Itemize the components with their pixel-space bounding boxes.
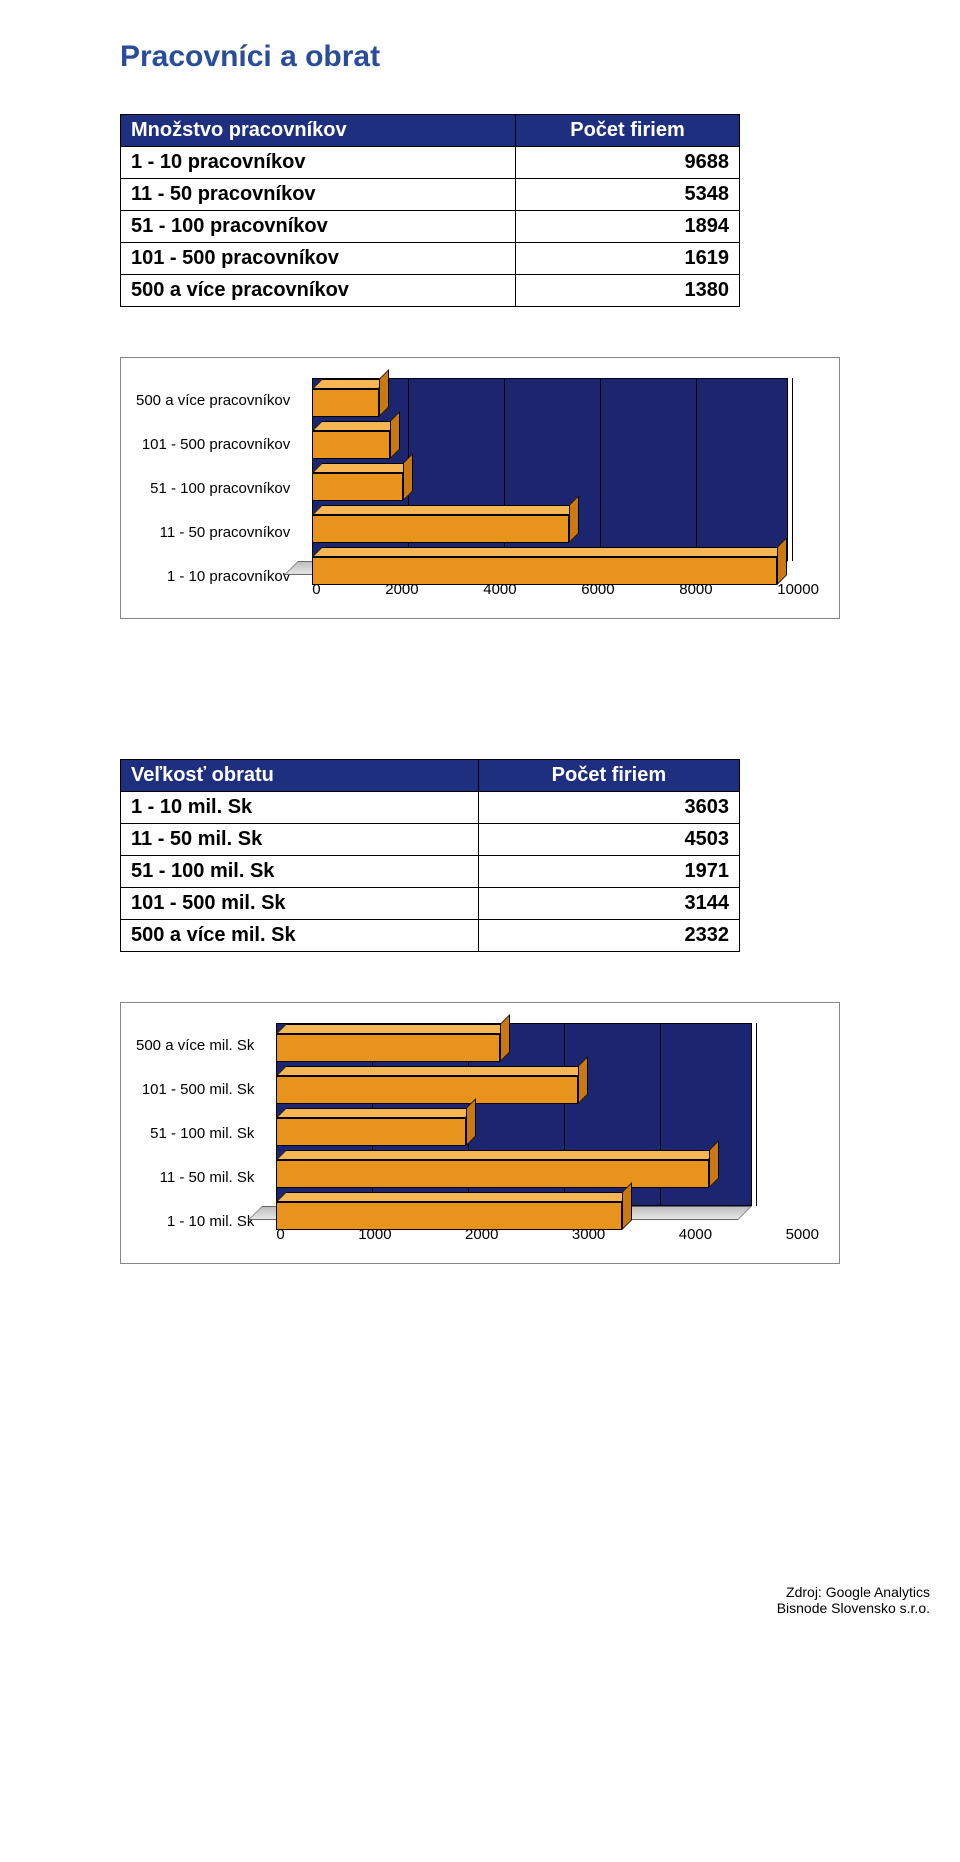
- th-emp-1: Množstvo pracovníkov: [121, 115, 516, 147]
- y-label: 500 a více mil. Sk: [136, 1023, 254, 1067]
- cell: 1 - 10 pracovníkov: [121, 147, 516, 179]
- bar: [312, 557, 777, 585]
- cell: 1380: [516, 275, 740, 307]
- cell: 2332: [478, 920, 739, 952]
- x-tick: 10000: [777, 581, 819, 598]
- cell: 5348: [516, 179, 740, 211]
- table-row: 11 - 50 pracovníkov5348: [121, 179, 740, 211]
- cell: 3144: [478, 888, 739, 920]
- cell: 3603: [478, 792, 739, 824]
- table-row: 51 - 100 mil. Sk1971: [121, 856, 740, 888]
- y-label: 1 - 10 mil. Sk: [136, 1199, 254, 1243]
- y-label: 500 a více pracovníkov: [136, 378, 290, 422]
- cell: 101 - 500 mil. Sk: [121, 888, 479, 920]
- table-row: 101 - 500 mil. Sk3144: [121, 888, 740, 920]
- section-employees: Množstvo pracovníkov Počet firiem 1 - 10…: [120, 114, 840, 619]
- cell: 4503: [478, 824, 739, 856]
- cell: 1894: [516, 211, 740, 243]
- bar: [276, 1076, 578, 1104]
- cell: 51 - 100 mil. Sk: [121, 856, 479, 888]
- table-row: 500 a více mil. Sk2332: [121, 920, 740, 952]
- y-label: 101 - 500 pracovníkov: [136, 422, 290, 466]
- th-turn-1: Veľkosť obratu: [121, 760, 479, 792]
- bar: [276, 1034, 500, 1062]
- table-turnover: Veľkosť obratu Počet firiem 1 - 10 mil. …: [120, 759, 740, 952]
- bar: [276, 1160, 708, 1188]
- y-label: 101 - 500 mil. Sk: [136, 1067, 254, 1111]
- y-label: 1 - 10 pracovníkov: [136, 554, 290, 598]
- table-row: 1 - 10 mil. Sk3603: [121, 792, 740, 824]
- footer-line: Zdroj: Google Analytics: [0, 1584, 930, 1600]
- table-row: 1 - 10 pracovníkov9688: [121, 147, 740, 179]
- footer-line: Bisnode Slovensko s.r.o.: [0, 1600, 930, 1616]
- y-axis-labels: 500 a více pracovníkov 101 - 500 pracovn…: [136, 378, 298, 598]
- table-row: 101 - 500 pracovníkov1619: [121, 243, 740, 275]
- x-tick: 5000: [786, 1226, 819, 1243]
- y-label: 51 - 100 pracovníkov: [136, 466, 290, 510]
- cell: 500 a více pracovníkov: [121, 275, 516, 307]
- bar: [312, 515, 569, 543]
- cell: 1619: [516, 243, 740, 275]
- page-title: Pracovníci a obrat: [120, 40, 840, 74]
- plot-area: [298, 378, 788, 575]
- cell: 1971: [478, 856, 739, 888]
- cell: 11 - 50 pracovníkov: [121, 179, 516, 211]
- cell: 500 a více mil. Sk: [121, 920, 479, 952]
- bar: [312, 431, 390, 459]
- chart-turnover: 500 a více mil. Sk 101 - 500 mil. Sk 51 …: [120, 1002, 840, 1264]
- bar: [312, 389, 378, 417]
- section-turnover: Veľkosť obratu Počet firiem 1 - 10 mil. …: [120, 759, 840, 1264]
- table-row: 51 - 100 pracovníkov1894: [121, 211, 740, 243]
- x-tick: 4000: [679, 1226, 712, 1243]
- cell: 1 - 10 mil. Sk: [121, 792, 479, 824]
- table-row: 500 a více pracovníkov1380: [121, 275, 740, 307]
- th-turn-2: Počet firiem: [478, 760, 739, 792]
- bar: [312, 473, 403, 501]
- table-employees: Množstvo pracovníkov Počet firiem 1 - 10…: [120, 114, 740, 307]
- cell: 51 - 100 pracovníkov: [121, 211, 516, 243]
- chart-employees: 500 a více pracovníkov 101 - 500 pracovn…: [120, 357, 840, 619]
- bar: [276, 1202, 622, 1230]
- y-axis-labels: 500 a více mil. Sk 101 - 500 mil. Sk 51 …: [136, 1023, 262, 1243]
- footer: Zdroj: Google Analytics Bisnode Slovensk…: [0, 1584, 960, 1616]
- y-label: 51 - 100 mil. Sk: [136, 1111, 254, 1155]
- bar: [276, 1118, 465, 1146]
- cell: 11 - 50 mil. Sk: [121, 824, 479, 856]
- table-row: 11 - 50 mil. Sk4503: [121, 824, 740, 856]
- cell: 9688: [516, 147, 740, 179]
- y-label: 11 - 50 pracovníkov: [136, 510, 290, 554]
- cell: 101 - 500 pracovníkov: [121, 243, 516, 275]
- th-emp-2: Počet firiem: [516, 115, 740, 147]
- y-label: 11 - 50 mil. Sk: [136, 1155, 254, 1199]
- plot-area: [262, 1023, 752, 1220]
